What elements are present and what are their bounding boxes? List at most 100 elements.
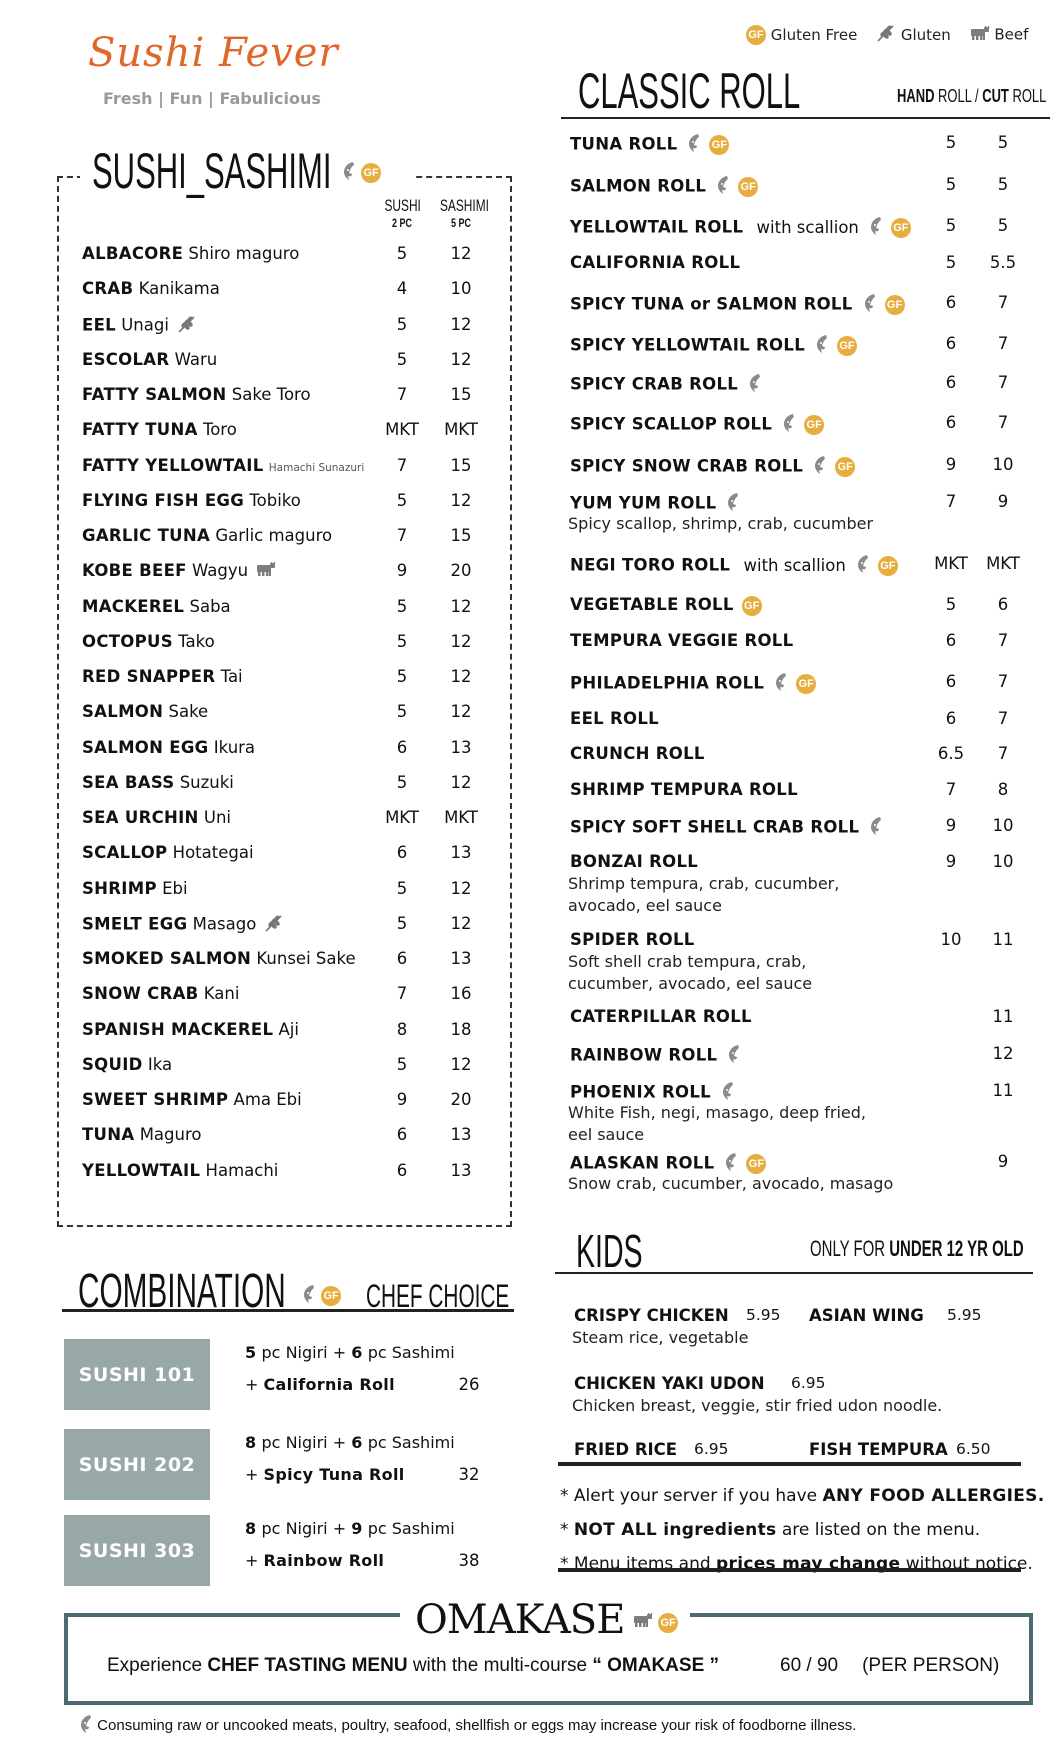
combo-price: 38	[458, 1551, 480, 1570]
kids-item-name: FISH TEMPURA	[809, 1440, 948, 1459]
beef-icon	[970, 25, 990, 45]
roll-item: YUM YUM ROLL	[570, 492, 740, 516]
cut-roll-price: 7	[997, 373, 1009, 392]
hand-roll-price: 6	[945, 373, 957, 392]
classic-roll-heading: CLASSIC ROLL	[578, 62, 878, 122]
legend: GF Gluten Free Gluten Beef	[746, 24, 1028, 46]
fish-icon	[811, 455, 827, 479]
hand-roll-price: 9	[945, 816, 957, 835]
roll-item: VEGETABLE ROLL GF	[570, 595, 762, 616]
item-name: SMOKED SALMON	[82, 949, 252, 968]
sashimi-price: 12	[450, 631, 472, 651]
combo-set-2[interactable]: SUSHI 202	[64, 1429, 210, 1500]
roll-description: eel sauce	[568, 1124, 645, 1144]
sashimi-price: 13	[450, 1125, 472, 1145]
item-name: ALBACORE	[82, 244, 184, 263]
roll-item: TUNA ROLL GF	[570, 133, 730, 157]
note-text: NOT ALL ingredients	[573, 1520, 777, 1540]
gluten-free-icon: GF	[837, 336, 858, 356]
sashimi-price: 12	[450, 596, 472, 616]
hand-roll-price: 5	[945, 216, 957, 235]
cut-roll-price: 9	[997, 492, 1009, 511]
roll-item: SPICY SOFT SHELL CRAB ROLL	[570, 816, 883, 840]
gluten-free-icon: GF	[361, 163, 382, 183]
sashimi-price: 20	[450, 561, 472, 581]
item-name: SCALLOP	[82, 843, 168, 863]
roll-item: CATERPILLAR ROLL	[570, 1007, 752, 1026]
kids-item-price: 5.95	[746, 1306, 781, 1324]
sushi-price: 6	[396, 1125, 408, 1145]
roll-name: PHILADELPHIA ROLL	[570, 673, 765, 693]
item-name: SMELT EGG	[82, 914, 188, 934]
hand-roll-price: 9	[945, 852, 957, 871]
combo-line-1: 8 pc Nigiri + 9 pc Sashimi	[245, 1519, 455, 1538]
item-japanese-name: Saba	[189, 596, 231, 616]
col-sushi-label: SUSHI	[384, 196, 421, 215]
beef-icon	[633, 1613, 653, 1632]
item-name: RED SNAPPER	[82, 667, 216, 686]
chef-choice: CHEF CHOICE	[366, 1278, 526, 1318]
omakase-price: 60 / 90 (PER PERSON)	[780, 1655, 999, 1677]
combo-price: 32	[458, 1465, 480, 1484]
cut-roll-price: 6	[997, 595, 1009, 614]
roll-item: RAINBOW ROLL	[570, 1044, 741, 1068]
sushi-price: MKT	[385, 420, 419, 440]
sashimi-price: 18	[450, 1019, 472, 1039]
roll-item: NEGI TORO ROLL with scallion GF	[570, 554, 898, 578]
kids-item-description: Steam rice, vegetable	[572, 1328, 749, 1347]
hand-roll-price: 5	[945, 175, 957, 194]
roll-item: SPICY SCALLOP ROLL GF	[570, 413, 825, 437]
item-name: SQUID	[82, 1054, 143, 1074]
fish-icon	[867, 816, 883, 840]
cut-roll-price: 5.5	[989, 253, 1017, 272]
roll-description: Snow crab, cucumber, avocado, masago	[568, 1174, 894, 1193]
item-name: GARLIC TUNA	[82, 526, 211, 545]
sashimi-price: 12	[450, 878, 472, 898]
note: * NOT ALL ingredients are listed on the …	[560, 1520, 980, 1540]
kids-item-price: 6.50	[956, 1440, 991, 1458]
cut-roll-price: 5	[997, 216, 1009, 235]
roll-name: CALIFORNIA ROLL	[570, 253, 741, 272]
roll-description: Soft shell crab tempura, crab,	[568, 952, 807, 971]
sushi-price: 8	[396, 1019, 408, 1039]
roll-name: TUNA ROLL	[570, 134, 678, 154]
note-text: are listed on the menu.	[776, 1520, 981, 1540]
sushi-price: 7	[396, 455, 408, 475]
brand-logo: Sushi Fever	[88, 30, 339, 76]
gluten-free-icon: GF	[658, 1612, 679, 1633]
gluten-free-icon: GF	[796, 674, 817, 694]
hand-roll-price: 6	[945, 413, 957, 432]
cut-roll-price: 5	[997, 133, 1009, 152]
cut-roll-price: 7	[997, 334, 1009, 353]
item-japanese-name: Wagyu	[192, 561, 249, 581]
sushi-item: SNOW CRAB Kani	[82, 984, 239, 1003]
sashimi-price: 10	[450, 279, 472, 299]
roll-name: YUM YUM ROLL	[570, 493, 717, 513]
combo-text: pc Nigiri +	[256, 1343, 352, 1362]
hand-roll-price: 5	[945, 253, 957, 272]
combo-set-3[interactable]: SUSHI 303	[64, 1515, 210, 1586]
item-japanese-name: Masago	[192, 914, 257, 934]
combo-roll: Spicy Tuna Roll	[263, 1465, 405, 1484]
sushi-item: GARLIC TUNA Garlic maguro	[82, 526, 332, 545]
gluten-free-icon: GF	[884, 295, 905, 315]
brand-tagline: Fresh | Fun | Fabulicious	[103, 89, 321, 108]
col-sushi-sub: 2 PC	[391, 216, 413, 230]
combo-set-1[interactable]: SUSHI 101	[64, 1339, 210, 1410]
sushi-item: EEL Unagi	[82, 315, 197, 337]
sashimi-count: 6	[351, 1433, 363, 1452]
fish-icon	[746, 373, 762, 397]
cut-roll-price: 7	[997, 413, 1009, 432]
sushi-item: SEA URCHIN Uni	[82, 808, 231, 827]
sashimi-price: 15	[450, 385, 472, 404]
sashimi-price: 12	[450, 667, 472, 686]
item-name: KOBE BEEF	[82, 561, 187, 581]
roll-description: White Fish, negi, masago, deep fried,	[568, 1103, 866, 1122]
fish-icon	[725, 1044, 741, 1068]
disclaimer-text: Consuming raw or uncooked meats, poultry…	[97, 1716, 857, 1734]
sashimi-price: 15	[450, 455, 472, 475]
sushi-item: RED SNAPPER Tai	[82, 667, 243, 686]
item-japanese-name: Hotategai	[172, 843, 254, 863]
gluten-free-icon: GF	[746, 1154, 767, 1174]
sashimi-price: 20	[450, 1090, 472, 1109]
